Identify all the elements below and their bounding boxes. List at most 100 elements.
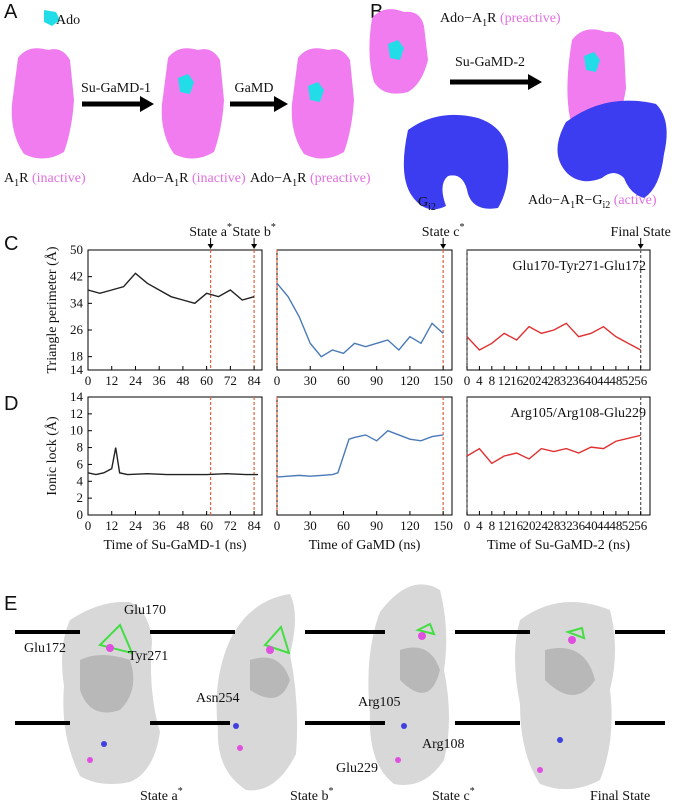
y-tick-label: 8: [77, 440, 84, 455]
x-tick-label: 0: [274, 373, 281, 388]
x-tick-label: 24: [129, 373, 143, 388]
data-line: [276, 282, 444, 358]
x-tick-label: 150: [433, 373, 453, 388]
y-tick-label: 10: [70, 423, 83, 438]
state-label: Ado−A1R−Gi2 (active): [528, 193, 657, 212]
x-tick-label: 8: [489, 373, 496, 388]
x-tick-label: 120: [400, 373, 420, 388]
x-tick-label: 8: [489, 518, 496, 533]
x-tick-label: 44: [597, 518, 611, 533]
x-tick-label: 4: [476, 373, 483, 388]
x-tick-label: 0: [85, 373, 92, 388]
text: State c: [422, 225, 460, 240]
y-tick-label: 14: [70, 362, 84, 377]
superscript: *: [470, 786, 475, 797]
text: State c: [432, 789, 470, 804]
state: (preactive): [310, 171, 371, 186]
x-tick-label: 0: [464, 518, 471, 533]
text: State b: [232, 225, 271, 240]
text: R: [487, 11, 497, 26]
state: (inactive): [32, 171, 86, 186]
step-label: Su-GaMD-1: [81, 81, 151, 96]
subscript: 1: [14, 178, 19, 189]
state-arrow-head: [637, 244, 644, 249]
x-tick-label: 12: [105, 518, 118, 533]
x-tick-label: 12: [498, 373, 511, 388]
panel-label: C: [4, 233, 18, 255]
y-tick-label: 0: [77, 507, 84, 522]
x-tick-label: 52: [622, 373, 635, 388]
text: Final State: [590, 789, 650, 804]
x-tick-label: 16: [510, 518, 524, 533]
x-tick-label: 0: [85, 518, 92, 533]
superscript: *: [227, 222, 232, 233]
x-tick-label: 30: [304, 518, 317, 533]
x-tick-label: 16: [510, 373, 524, 388]
x-tick-label: 24: [535, 518, 549, 533]
state-label: Ado−A1R (inactive): [132, 171, 246, 189]
state-arrow-head: [207, 244, 214, 249]
x-tick-label: 84: [248, 373, 262, 388]
x-tick-label: 0: [274, 518, 281, 533]
x-tick-label: 30: [304, 373, 317, 388]
residue-label: Glu229: [336, 761, 378, 776]
subscript: 1: [570, 200, 575, 211]
x-tick-label: 48: [176, 373, 189, 388]
panel-label: D: [4, 393, 18, 415]
panel-b-art: [369, 9, 667, 210]
y-tick-label: 4: [77, 473, 84, 488]
data-line: [466, 434, 641, 465]
x-tick-label: 32: [560, 373, 573, 388]
y-tick-label: 34: [70, 295, 84, 310]
text: Ado−A: [132, 171, 175, 186]
superscript: *: [329, 786, 334, 797]
x-tick-label: 120: [400, 518, 420, 533]
superscript: *: [271, 222, 276, 233]
panel-e-art: [15, 584, 665, 791]
plot-frame: [276, 396, 453, 516]
series-label: Arg105/Arg108-Glu229: [510, 406, 646, 421]
residue-label: Arg105: [358, 695, 401, 710]
x-tick-label: 36: [153, 373, 167, 388]
x-tick-label: 28: [547, 373, 560, 388]
subscript: i2: [602, 200, 610, 211]
x-tick-label: 20: [523, 373, 536, 388]
x-tick-label: 48: [609, 373, 622, 388]
x-tick-label: 36: [572, 373, 586, 388]
x-tick-label: 72: [224, 373, 237, 388]
x-tick-label: 24: [535, 373, 549, 388]
residue-label: Tyr271: [128, 649, 168, 664]
state-marker: State c*: [422, 222, 465, 240]
state: (inactive): [192, 171, 246, 186]
x-tick-label: 40: [585, 373, 598, 388]
data-line: [87, 447, 259, 476]
panel-label: E: [4, 593, 17, 615]
residue-label: Glu170: [124, 603, 166, 618]
data-line: [466, 322, 642, 351]
residue-label: Asn254: [196, 691, 240, 706]
y-tick-label: 42: [70, 269, 83, 284]
text: State a: [140, 789, 178, 804]
text: Final State: [611, 225, 671, 240]
x-tick-label: 48: [609, 518, 622, 533]
y-axis-label: Triangle perimeter (Å): [44, 246, 60, 373]
state-label: State b*: [290, 786, 334, 804]
text: State a: [189, 225, 227, 240]
state: (active): [614, 193, 657, 208]
x-tick-label: 28: [547, 518, 560, 533]
text: R: [19, 171, 29, 186]
y-tick-label: 26: [70, 322, 84, 337]
text: G: [418, 195, 428, 210]
x-tick-label: 90: [370, 518, 383, 533]
y-tick-label: 6: [77, 456, 84, 471]
y-tick-label: 2: [77, 490, 84, 505]
state-label: State a*: [140, 786, 183, 804]
state: (preactive): [500, 11, 561, 26]
subscript: 1: [482, 18, 487, 29]
plot-frame: [87, 396, 263, 516]
ligand-label: Ado: [56, 13, 80, 28]
y-tick-label: 50: [70, 242, 83, 257]
x-tick-label: 48: [176, 518, 189, 533]
